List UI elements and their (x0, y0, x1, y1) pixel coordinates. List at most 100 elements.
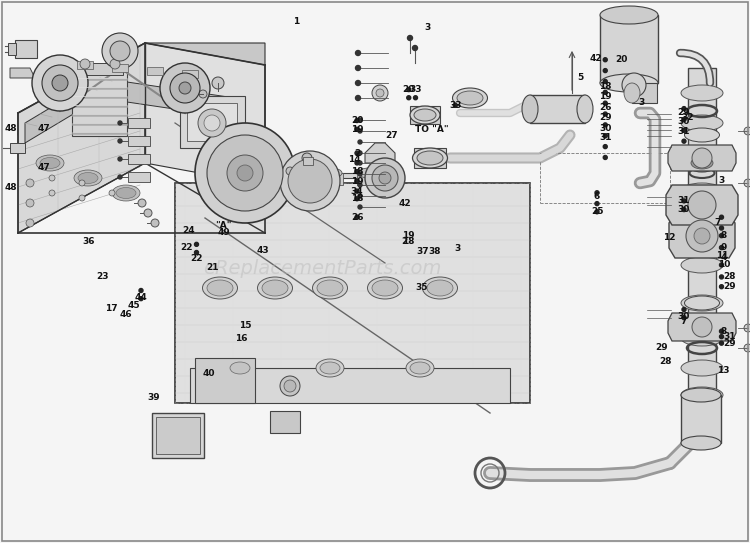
Text: 2: 2 (354, 149, 360, 157)
Ellipse shape (372, 280, 398, 296)
Text: 3: 3 (638, 98, 644, 106)
Text: 34: 34 (351, 187, 363, 195)
Ellipse shape (681, 257, 723, 273)
Text: 18: 18 (351, 194, 363, 203)
Circle shape (356, 80, 361, 85)
Text: 7: 7 (681, 317, 687, 326)
Polygon shape (220, 173, 395, 188)
Ellipse shape (681, 388, 721, 402)
Text: 22: 22 (180, 243, 192, 252)
Text: 22: 22 (190, 254, 202, 263)
Ellipse shape (202, 277, 238, 299)
Text: 23: 23 (96, 273, 108, 281)
Text: 44: 44 (135, 293, 148, 301)
Text: 24: 24 (183, 226, 195, 235)
Circle shape (603, 144, 608, 149)
Text: 46: 46 (120, 311, 132, 319)
Text: 13: 13 (718, 366, 730, 375)
Bar (600, 15, 658, 83)
Text: 8: 8 (721, 327, 727, 336)
Text: 3: 3 (454, 244, 460, 253)
Bar (270, 411, 300, 433)
Text: 19: 19 (351, 177, 363, 186)
Text: 9: 9 (721, 243, 727, 252)
Bar (15, 40, 37, 58)
Circle shape (603, 123, 608, 127)
Text: 4: 4 (721, 254, 727, 262)
Ellipse shape (681, 115, 723, 131)
Ellipse shape (230, 362, 250, 374)
Ellipse shape (681, 360, 723, 376)
Circle shape (719, 334, 724, 339)
Text: 31: 31 (599, 134, 611, 142)
Circle shape (199, 90, 207, 98)
Circle shape (237, 165, 253, 181)
Ellipse shape (522, 95, 538, 123)
Polygon shape (145, 43, 265, 185)
Circle shape (719, 245, 724, 250)
Circle shape (355, 215, 359, 219)
Ellipse shape (600, 74, 658, 92)
Text: 6: 6 (594, 192, 600, 201)
Text: 26: 26 (599, 103, 611, 112)
Circle shape (719, 233, 724, 238)
Circle shape (109, 190, 115, 196)
Text: 20: 20 (615, 55, 627, 64)
Text: 11: 11 (716, 251, 728, 260)
Circle shape (719, 285, 724, 289)
Circle shape (603, 90, 608, 94)
Ellipse shape (40, 157, 60, 168)
Text: 28: 28 (659, 357, 671, 366)
Text: 36: 36 (82, 237, 94, 245)
Text: 31: 31 (678, 127, 690, 136)
Bar (632, 83, 657, 103)
Circle shape (358, 161, 362, 165)
Circle shape (744, 344, 750, 352)
Ellipse shape (207, 280, 233, 296)
Text: 29: 29 (678, 109, 690, 117)
Circle shape (358, 194, 362, 198)
Text: 47: 47 (38, 124, 50, 132)
Polygon shape (365, 143, 395, 163)
Bar (190, 368, 510, 403)
Ellipse shape (282, 168, 304, 178)
Ellipse shape (457, 91, 483, 105)
Circle shape (195, 123, 295, 223)
Ellipse shape (452, 88, 488, 108)
Ellipse shape (600, 6, 658, 24)
Text: 48: 48 (4, 124, 16, 132)
Circle shape (603, 155, 608, 160)
Circle shape (194, 242, 199, 247)
Bar (128, 154, 150, 164)
Text: 19: 19 (599, 92, 611, 101)
Circle shape (144, 209, 152, 217)
Ellipse shape (410, 106, 440, 124)
Text: 49: 49 (217, 228, 230, 237)
Circle shape (744, 324, 750, 332)
Polygon shape (669, 213, 735, 258)
Circle shape (151, 219, 159, 227)
Text: 7: 7 (715, 218, 721, 227)
Ellipse shape (681, 295, 723, 311)
Text: 14: 14 (349, 155, 361, 164)
Ellipse shape (368, 277, 403, 299)
Ellipse shape (681, 330, 723, 346)
Text: TO "A": TO "A" (416, 125, 448, 134)
Bar (112, 64, 128, 72)
Circle shape (692, 148, 712, 168)
Text: 43: 43 (256, 247, 268, 255)
Text: 19: 19 (403, 231, 415, 240)
Circle shape (379, 172, 391, 184)
Bar (152, 413, 204, 458)
Ellipse shape (36, 155, 64, 171)
Text: 20: 20 (403, 85, 415, 94)
Ellipse shape (413, 148, 448, 168)
Text: 40: 40 (202, 369, 214, 378)
Ellipse shape (112, 185, 140, 201)
Ellipse shape (414, 109, 436, 121)
Bar (681, 395, 721, 443)
Circle shape (365, 158, 405, 198)
Circle shape (682, 315, 686, 320)
Text: 30: 30 (678, 312, 690, 320)
Text: 48: 48 (4, 184, 16, 192)
